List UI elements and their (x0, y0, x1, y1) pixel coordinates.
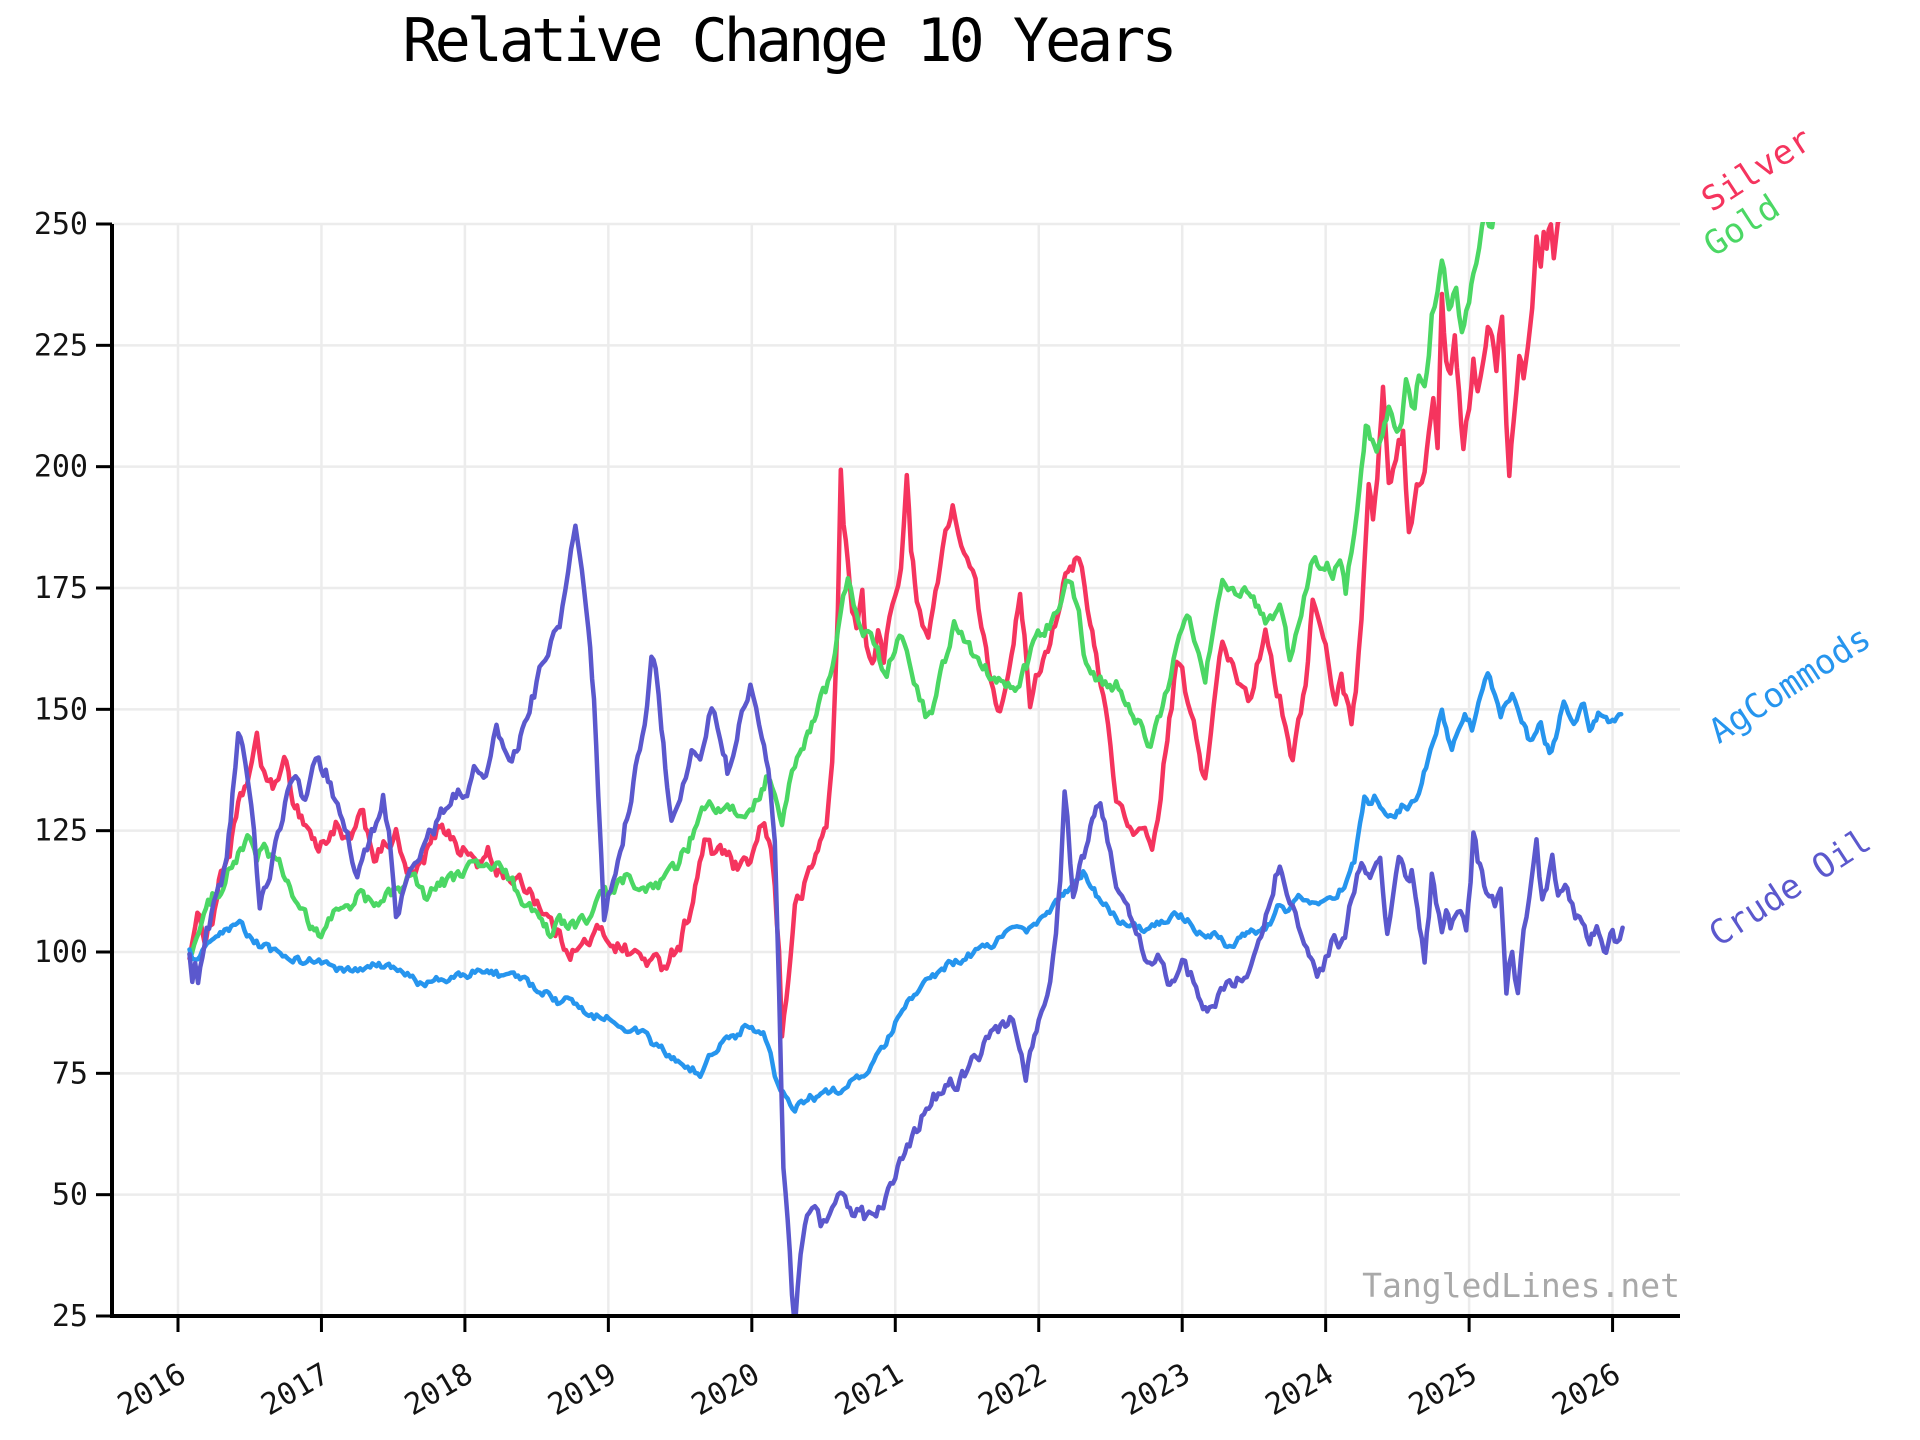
x-tick-label: 2018 (399, 1357, 479, 1423)
x-tick-label: 2022 (973, 1357, 1053, 1423)
x-tick-label: 2017 (255, 1357, 335, 1423)
y-tick-label: 100 (34, 935, 88, 970)
series-lines (187, 222, 1625, 1318)
x-tick-label: 2026 (1547, 1357, 1627, 1423)
y-tick-label: 200 (34, 450, 88, 485)
y-tick-label: 150 (34, 692, 88, 727)
x-tick-label: 2019 (542, 1357, 622, 1423)
x-tick-label: 2023 (1116, 1357, 1196, 1423)
y-tick-label: 175 (34, 571, 88, 606)
series-line-gold (187, 222, 1496, 957)
x-tick-label: 2025 (1403, 1357, 1483, 1423)
y-tick-label: 75 (52, 1056, 88, 1091)
series-line-silver (187, 222, 1562, 1039)
watermark: TangledLines.net (1362, 1266, 1680, 1305)
axes: 25 50 75 100 125 150 175 200 225 250 2016 2017 2018 2… (34, 207, 1680, 1423)
y-tick-label: 50 (52, 1178, 88, 1213)
x-tick-label: 2016 (112, 1357, 192, 1423)
y-tick-label: 225 (34, 328, 88, 363)
x-tick-label: 2020 (686, 1357, 766, 1423)
chart-title: Relative Change 10 Years (402, 6, 1178, 76)
gridlines (112, 222, 1680, 1318)
x-tick-label: 2024 (1260, 1357, 1340, 1423)
y-tick-label: 125 (34, 814, 88, 849)
y-tick-label: 250 (34, 207, 88, 242)
y-tick-label: 25 (52, 1299, 88, 1334)
x-tick-label: 2021 (829, 1357, 909, 1423)
series-line-agcommods (187, 671, 1624, 1114)
series-line-crude-oil (187, 523, 1625, 1318)
